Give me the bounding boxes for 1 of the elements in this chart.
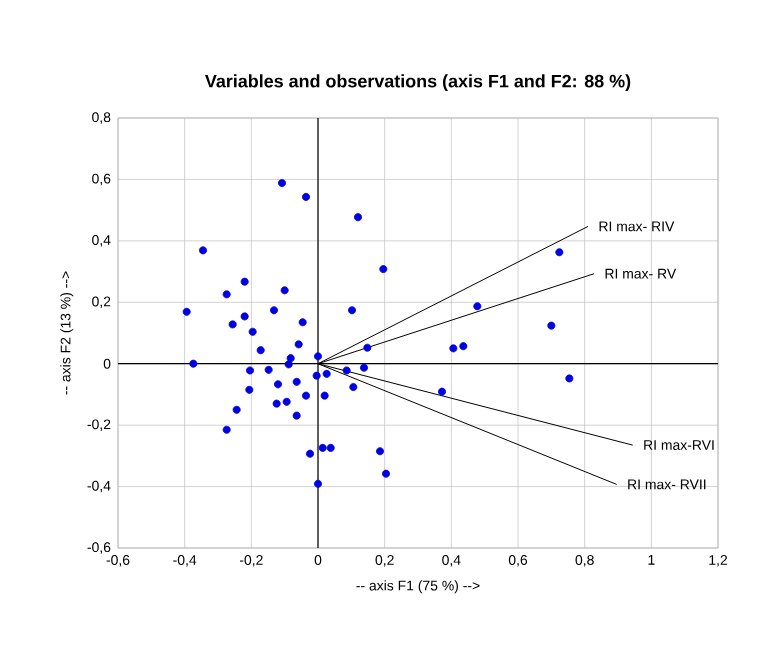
chart-title: Variables and observations (axis F1 and F2: 88 %) [205, 74, 631, 91]
